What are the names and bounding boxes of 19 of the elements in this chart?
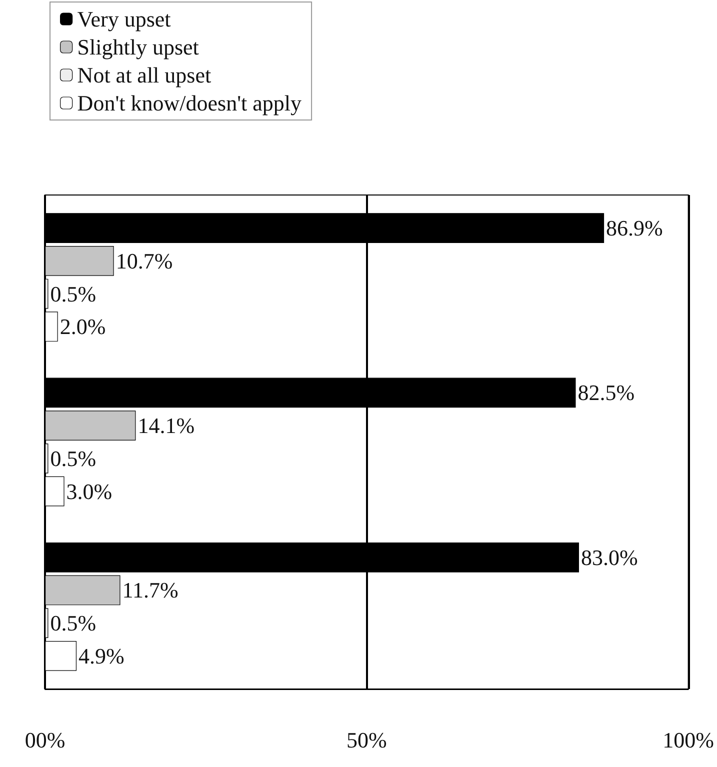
data-label: 11.7%: [122, 578, 178, 603]
data-label: 0.5%: [50, 281, 96, 306]
data-label: 0.5%: [50, 446, 96, 471]
data-label: 10.7%: [116, 248, 173, 274]
legend-label: Slightly upset: [77, 34, 199, 60]
x-tick-label: 100%: [662, 728, 714, 752]
data-label: 82.5%: [578, 380, 635, 406]
legend-label: Very upset: [77, 6, 171, 32]
x-tick-label: 00%: [24, 728, 66, 752]
data-label: 14.1%: [138, 413, 195, 438]
data-label: 86.9%: [606, 216, 663, 241]
data-label: 2.0%: [60, 314, 106, 340]
legend-label: Don't know/doesn't apply: [77, 90, 302, 116]
data-label: 3.0%: [66, 478, 112, 504]
x-tick-label: 50%: [346, 728, 387, 752]
data-label: 83.0%: [580, 544, 638, 570]
data-label: 0.5%: [50, 610, 96, 636]
data-label: 4.9%: [78, 643, 124, 668]
legend-label: Not at all upset: [77, 62, 212, 88]
